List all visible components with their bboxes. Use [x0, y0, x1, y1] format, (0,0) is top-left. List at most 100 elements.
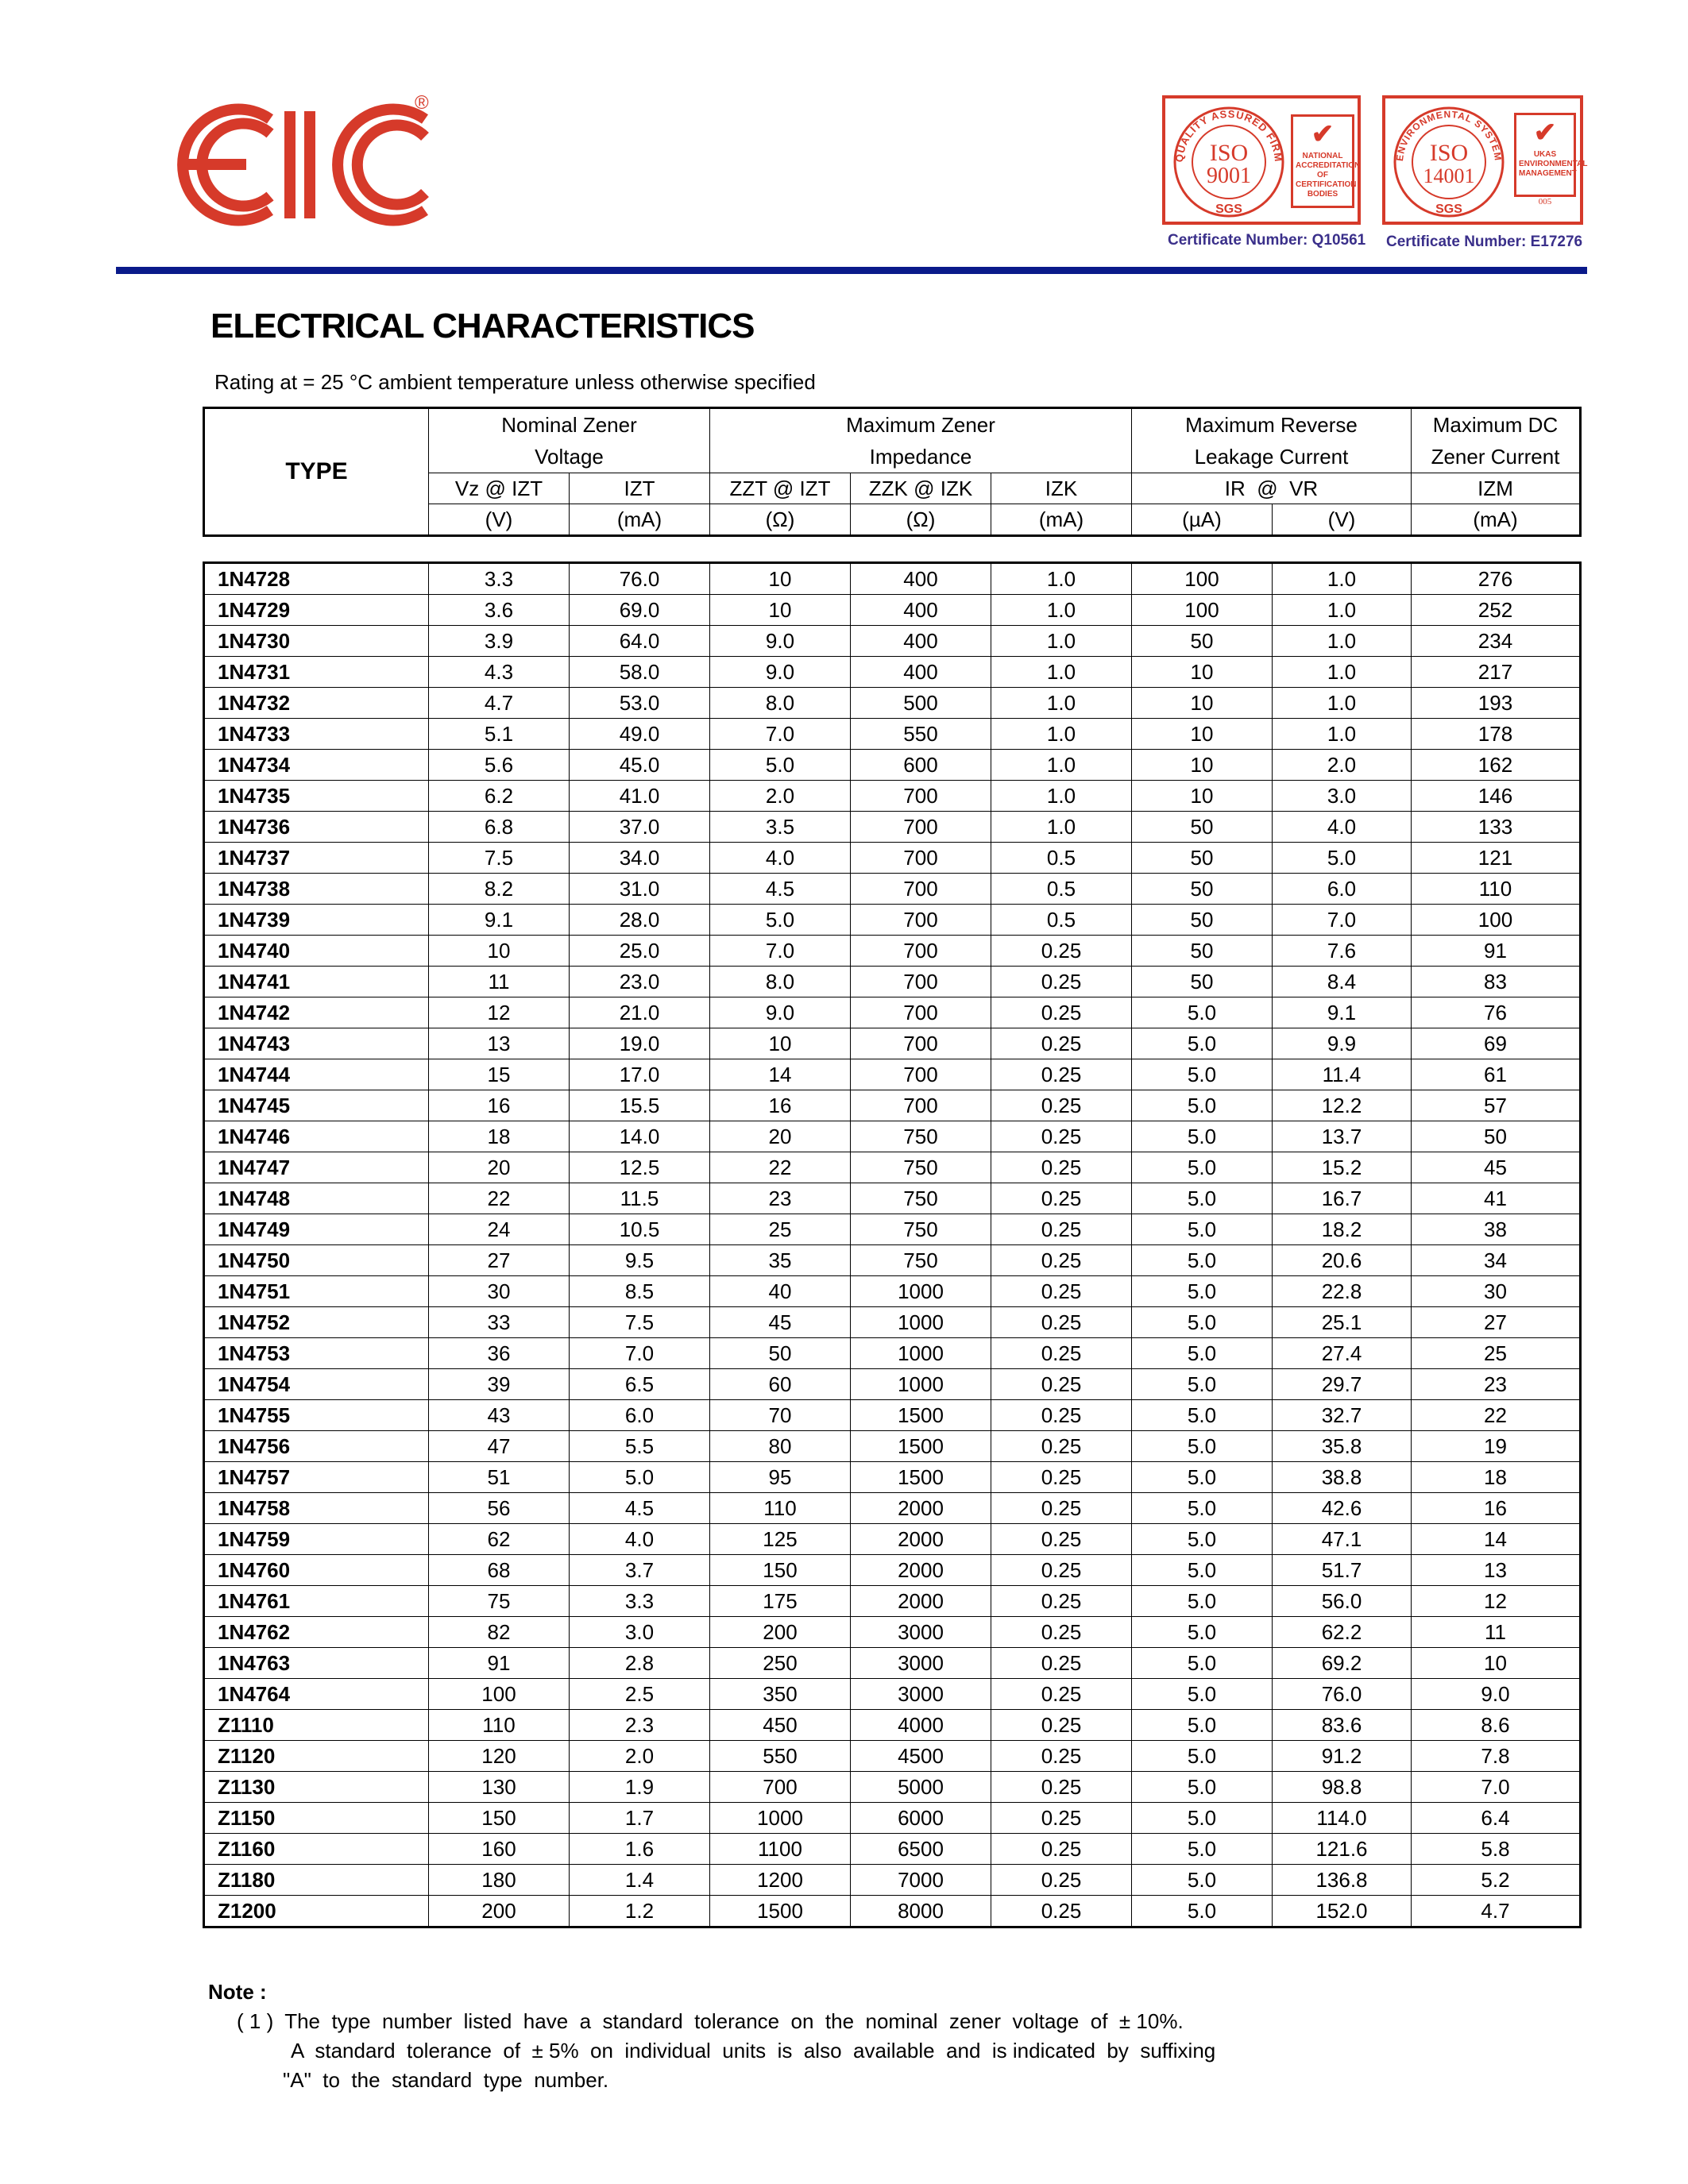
value-cell: 45 [709, 1306, 851, 1338]
unit-cell: (µA) [1131, 504, 1273, 536]
value-cell: 47 [428, 1430, 570, 1462]
value-cell: 20 [709, 1121, 851, 1152]
table-row: Z1110 110 2.3 450 4000 0.25 5.0 83.6 8.6 [203, 1709, 1581, 1741]
value-cell: 0.25 [991, 1802, 1132, 1834]
type-cell: 1N4733 [203, 718, 429, 750]
value-cell: 750 [850, 1214, 991, 1245]
value-cell: 47.1 [1272, 1523, 1412, 1555]
table-row: 1N4740 10 25.0 7.0 700 0.25 50 7.6 91 [203, 935, 1581, 967]
type-cell: 1N4743 [203, 1028, 429, 1059]
value-cell: 5.0 [1131, 1740, 1273, 1772]
table-row: 1N4747 20 12.5 22 750 0.25 5.0 15.2 45 [203, 1152, 1581, 1183]
unit-cell: (Ω) [850, 504, 991, 536]
value-cell: 6.4 [1411, 1802, 1581, 1834]
cert1-iso: ISO [1210, 140, 1248, 166]
value-cell: 750 [850, 1183, 991, 1214]
value-cell: 36 [428, 1337, 570, 1369]
value-cell: 5.0 [1131, 1214, 1273, 1245]
value-cell: 8.6 [1411, 1709, 1581, 1741]
value-cell: 8000 [850, 1895, 991, 1927]
value-cell: 1.0 [991, 562, 1132, 595]
value-cell: 125 [709, 1523, 851, 1555]
value-cell: 100 [1411, 904, 1581, 936]
unit-cell: (mA) [991, 504, 1132, 536]
value-cell: 0.25 [991, 1275, 1132, 1307]
type-cell: 1N4751 [203, 1275, 429, 1307]
type-cell: Z1110 [203, 1709, 429, 1741]
value-cell: 10 [709, 594, 851, 626]
value-cell: 61 [1411, 1059, 1581, 1090]
value-cell: 5.0 [1131, 1244, 1273, 1276]
value-cell: 0.25 [991, 1306, 1132, 1338]
value-cell: 400 [850, 562, 991, 595]
value-cell: 700 [850, 811, 991, 843]
value-cell: 10 [1131, 749, 1273, 781]
type-cell: 1N4760 [203, 1554, 429, 1586]
type-cell: 1N4756 [203, 1430, 429, 1462]
value-cell: 29.7 [1272, 1368, 1412, 1400]
unit-cell: (V) [1272, 504, 1412, 536]
value-cell: 0.25 [991, 1059, 1132, 1090]
value-cell: 146 [1411, 780, 1581, 812]
param-zzt: ZZT @ IZT [709, 473, 851, 504]
type-cell: 1N4746 [203, 1121, 429, 1152]
value-cell: 450 [709, 1709, 851, 1741]
value-cell: 0.5 [991, 842, 1132, 874]
value-cell: 234 [1411, 625, 1581, 657]
table-row: 1N4729 3.6 69.0 10 400 1.0 100 1.0 252 [203, 594, 1581, 626]
table-row: 1N4744 15 17.0 14 700 0.25 5.0 11.4 61 [203, 1059, 1581, 1090]
value-cell: 4.7 [428, 687, 570, 719]
value-cell: 1.6 [569, 1833, 710, 1865]
value-cell: 3.9 [428, 625, 570, 657]
value-cell: 42.6 [1272, 1492, 1412, 1524]
value-cell: 4.3 [428, 656, 570, 688]
table-row: 1N4754 39 6.5 60 1000 0.25 5.0 29.7 23 [203, 1368, 1581, 1400]
value-cell: 50 [1131, 904, 1273, 936]
value-cell: 1500 [850, 1430, 991, 1462]
value-cell: 500 [850, 687, 991, 719]
value-cell: 1000 [709, 1802, 851, 1834]
value-cell: 0.25 [991, 966, 1132, 997]
table-row: 1N4760 68 3.7 150 2000 0.25 5.0 51.7 13 [203, 1554, 1581, 1586]
value-cell: 22 [1411, 1399, 1581, 1431]
value-cell: 25.1 [1272, 1306, 1412, 1338]
type-cell: 1N4737 [203, 842, 429, 874]
value-cell: 7.5 [428, 842, 570, 874]
value-cell: 2.8 [569, 1647, 710, 1679]
note-label: Note : [208, 1980, 267, 2004]
table-row: 1N4733 5.1 49.0 7.0 550 1.0 10 1.0 178 [203, 718, 1581, 750]
type-cell: 1N4728 [203, 562, 429, 595]
value-cell: 4.5 [569, 1492, 710, 1524]
value-cell: 10 [1131, 718, 1273, 750]
value-cell: 40 [709, 1275, 851, 1307]
value-cell: 24 [428, 1214, 570, 1245]
value-cell: 37.0 [569, 811, 710, 843]
type-cell: Z1120 [203, 1740, 429, 1772]
table-row: 1N4759 62 4.0 125 2000 0.25 5.0 47.1 14 [203, 1523, 1581, 1555]
value-cell: 4500 [850, 1740, 991, 1772]
value-cell: 14.0 [569, 1121, 710, 1152]
value-cell: 4.0 [569, 1523, 710, 1555]
table-row: 1N4739 9.1 28.0 5.0 700 0.5 50 7.0 100 [203, 904, 1581, 936]
value-cell: 750 [850, 1244, 991, 1276]
value-cell: 53.0 [569, 687, 710, 719]
value-cell: 34 [1411, 1244, 1581, 1276]
value-cell: 110 [709, 1492, 851, 1524]
value-cell: 14 [709, 1059, 851, 1090]
value-cell: 13.7 [1272, 1121, 1412, 1152]
table-row: 1N4742 12 21.0 9.0 700 0.25 5.0 9.1 76 [203, 997, 1581, 1028]
type-cell: 1N4744 [203, 1059, 429, 1090]
value-cell: 200 [709, 1616, 851, 1648]
iso14001-certificate-badge: ENVIRONMENTAL SYSTEM ISO 14001 SGS ✔ UKA… [1382, 95, 1587, 225]
value-cell: 5.5 [569, 1430, 710, 1462]
value-cell: 5.0 [1131, 1833, 1273, 1865]
type-cell: 1N4757 [203, 1461, 429, 1493]
table-row: 1N4750 27 9.5 35 750 0.25 5.0 20.6 34 [203, 1244, 1581, 1276]
value-cell: 1100 [709, 1833, 851, 1865]
value-cell: 45 [1411, 1152, 1581, 1183]
type-cell: 1N4739 [203, 904, 429, 936]
value-cell: 178 [1411, 718, 1581, 750]
value-cell: 7.0 [1272, 904, 1412, 936]
type-cell: 1N4764 [203, 1678, 429, 1710]
table-row: 1N4735 6.2 41.0 2.0 700 1.0 10 3.0 146 [203, 780, 1581, 812]
